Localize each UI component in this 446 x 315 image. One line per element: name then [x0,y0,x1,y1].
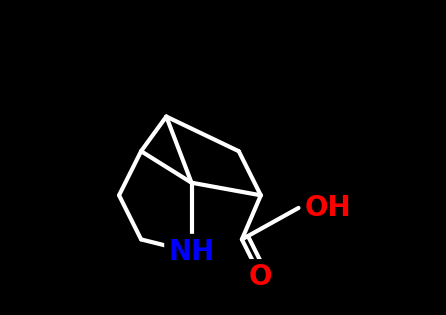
Text: NH: NH [169,238,215,266]
Text: O: O [249,263,273,291]
Text: OH: OH [305,194,351,222]
